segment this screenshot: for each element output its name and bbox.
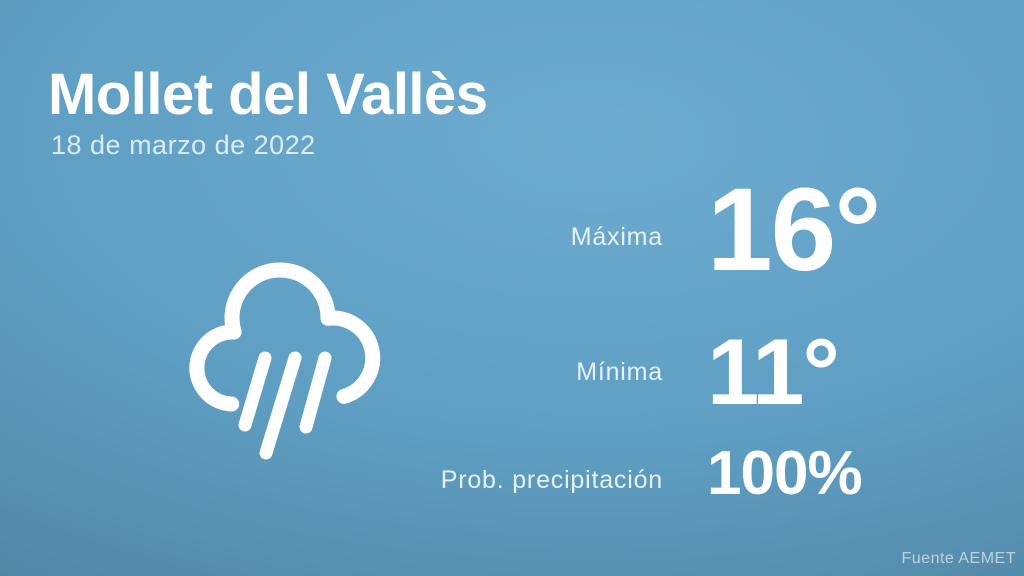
forecast-date: 18 de marzo de 2022 [51,130,316,160]
min-temp-label: Mínima [576,358,663,386]
min-temp-value: 11° [707,319,840,424]
precipitation-probability-label: Prob. precipitación [440,466,663,494]
cloud-rain-icon [185,256,385,466]
source-attribution: Fuente AEMET [901,550,1016,567]
page-title: Mollet del Vallès [48,62,488,127]
max-temp-label: Máxima [570,223,663,251]
rain-drop-left [238,351,272,432]
rain-drop-middle [259,351,302,460]
cloud-outline [189,262,381,412]
rain-drop-right [299,351,332,434]
max-temp-value: 16° [707,164,881,296]
precipitation-probability-value: 100% [707,439,863,508]
